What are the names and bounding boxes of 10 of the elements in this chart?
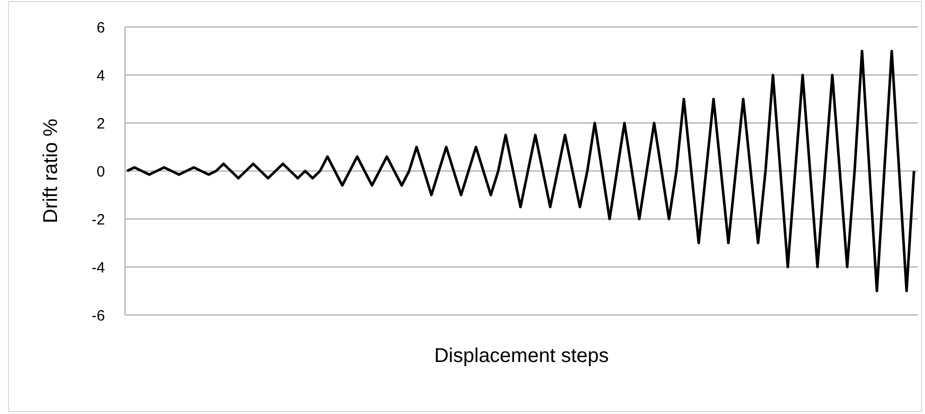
x-axis-title: Displacement steps — [434, 345, 609, 367]
y-tick-label: -2 — [92, 211, 105, 228]
y-tick-label: -4 — [92, 259, 105, 276]
y-tick-label: 2 — [96, 115, 105, 132]
line-series — [126, 50, 916, 292]
y-axis-title: Drift ratio % — [40, 118, 62, 224]
y-tick-label: 0 — [96, 163, 105, 180]
y-tick-label: -6 — [92, 307, 105, 324]
y-tick-label: 6 — [96, 19, 105, 36]
y-tick-label: 4 — [96, 67, 105, 84]
